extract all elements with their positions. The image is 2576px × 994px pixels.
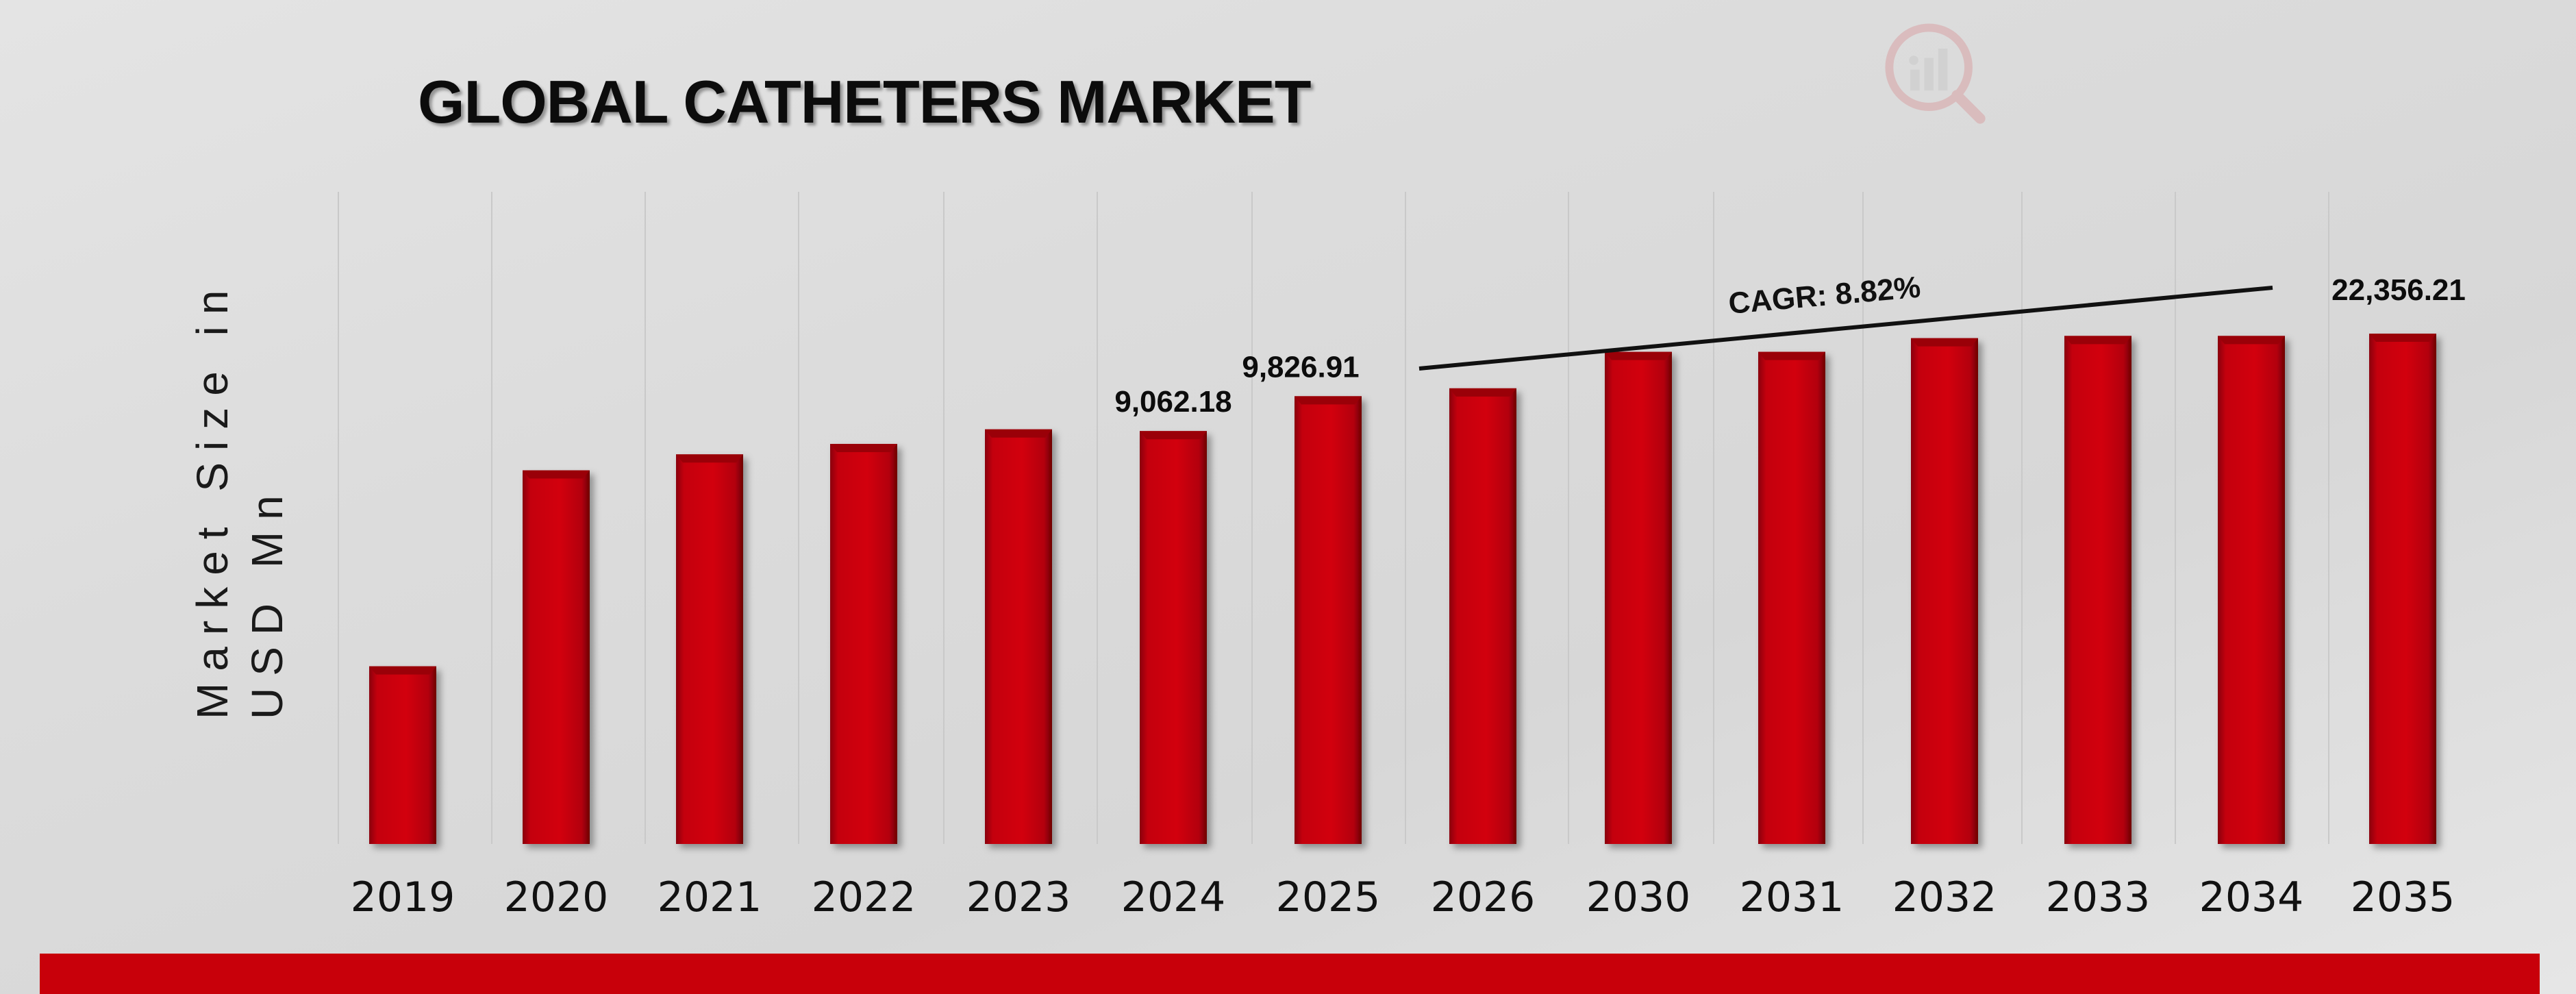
bar-2022 — [830, 443, 897, 844]
x-tick-label: 2022 — [812, 873, 916, 921]
bar-top-2020 — [523, 470, 590, 479]
bar-top-2032 — [1911, 338, 1978, 347]
cagr-annotation: CAGR: 8.82% — [1727, 271, 1922, 321]
bar-top-2035 — [2369, 334, 2436, 342]
bar-2020 — [523, 470, 590, 844]
data-label-2024: 9,062.18 — [1114, 385, 1231, 419]
bar-top-2021 — [676, 454, 743, 463]
x-tick-label: 2024 — [1121, 873, 1226, 921]
bar-2023 — [985, 429, 1052, 844]
x-tick-label: 2031 — [1740, 873, 1845, 921]
bar-2025 — [1295, 396, 1362, 844]
x-tick-label: 2023 — [966, 873, 1071, 921]
x-tick-label: 2020 — [504, 873, 609, 921]
bar-2032 — [1911, 338, 1978, 844]
x-tick-label: 2021 — [658, 873, 762, 921]
cagr-trend-line — [1418, 286, 2273, 371]
bar-top-2033 — [2064, 336, 2131, 345]
x-tick-label: 2035 — [2351, 873, 2455, 921]
bar-top-2026 — [1449, 388, 1516, 397]
x-tick-label: 2025 — [1276, 873, 1381, 921]
x-tick-label: 2019 — [351, 873, 455, 921]
bar-2031 — [1758, 351, 1825, 844]
bar-top-2022 — [830, 443, 897, 452]
x-tick-label: 2033 — [2046, 873, 2151, 921]
bar-top-2019 — [369, 666, 436, 675]
bar-top-2031 — [1758, 351, 1825, 360]
bar-top-2034 — [2218, 336, 2285, 345]
x-tick-label: 2032 — [1892, 873, 1997, 921]
bar-top-2023 — [985, 429, 1052, 438]
magnifier-chart-logo-icon — [1885, 23, 1986, 124]
bar-2035 — [2369, 334, 2436, 844]
bar-top-2025 — [1295, 396, 1362, 405]
bar-2033 — [2064, 336, 2131, 844]
bar-2026 — [1449, 388, 1516, 844]
bar-2021 — [676, 454, 743, 844]
bar-2030 — [1605, 351, 1672, 844]
bar-top-2030 — [1605, 351, 1672, 360]
bar-2034 — [2218, 336, 2285, 844]
bar-2019 — [369, 666, 436, 844]
x-tick-label: 2034 — [2199, 873, 2304, 921]
data-label-2025: 9,826.91 — [1242, 350, 1359, 384]
x-tick-label: 2026 — [1431, 873, 1536, 921]
bar-2024 — [1140, 431, 1207, 844]
bar-top-2024 — [1140, 431, 1207, 440]
chart-title: GLOBAL CATHETERS MARKET — [418, 68, 1311, 136]
footer-bar — [40, 954, 2540, 994]
data-label-2035: 22,356.21 — [2331, 273, 2466, 307]
x-tick-label: 2030 — [1586, 873, 1691, 921]
